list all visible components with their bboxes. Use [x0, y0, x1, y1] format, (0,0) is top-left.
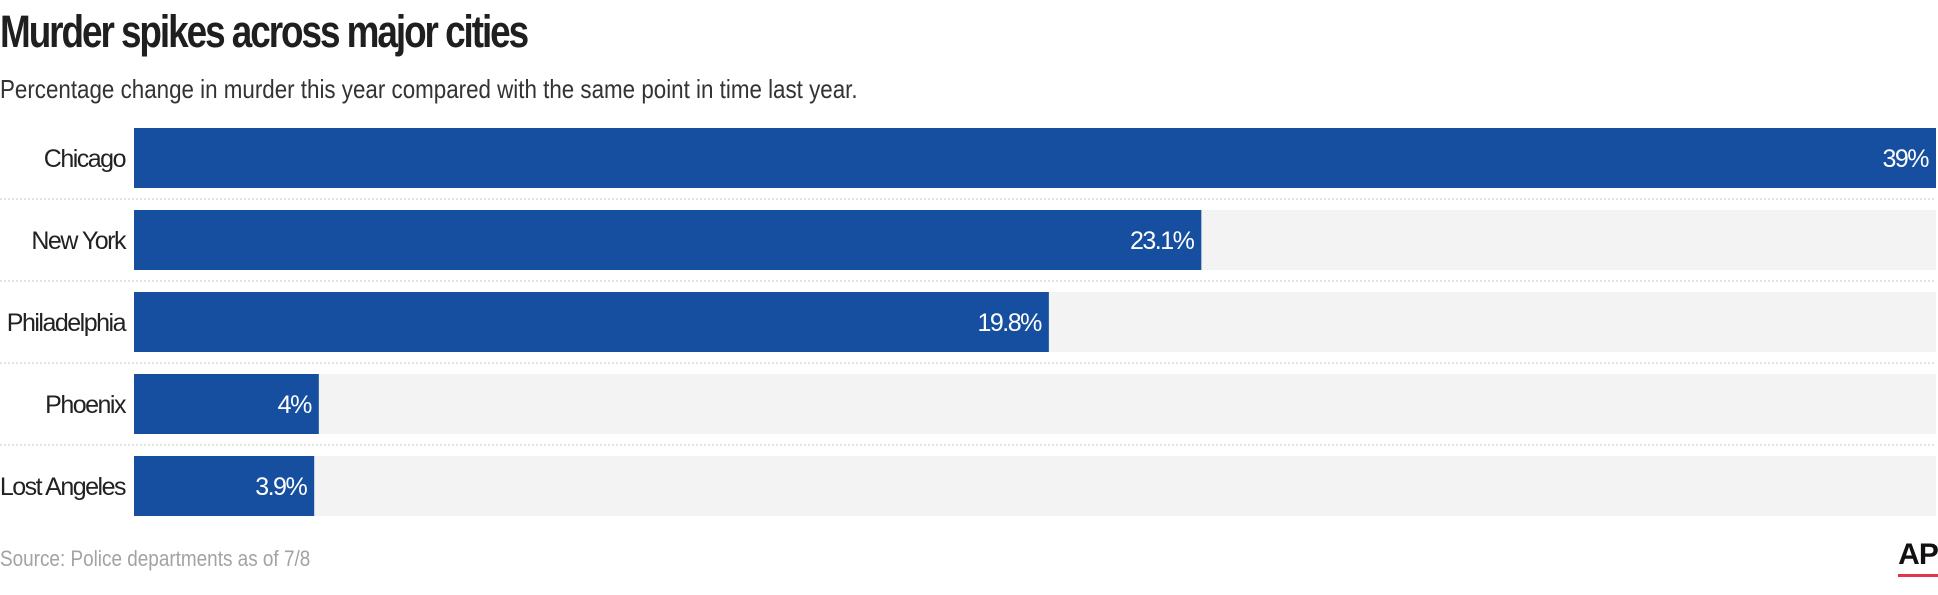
bar-track	[134, 374, 1936, 434]
source-note: Source: Police departments as of 7/8	[0, 546, 311, 571]
bar-chart: 39% Chicago 23.1% New York 19.8% Philadelphia…	[0, 128, 1936, 516]
category-label: Philadelphia	[7, 309, 127, 337]
bar	[134, 210, 1202, 270]
bar	[134, 292, 1049, 352]
category-label: New York	[31, 227, 127, 255]
data-label: 4%	[278, 391, 312, 419]
category-label: Chicago	[44, 145, 126, 173]
data-label: 23.1%	[1130, 227, 1195, 255]
ap-logo-underline	[1898, 574, 1938, 577]
bar	[134, 456, 315, 516]
data-label: 19.8%	[977, 309, 1042, 337]
data-label: 3.9%	[255, 473, 307, 501]
data-label: 39%	[1882, 145, 1929, 173]
chart-subtitle: Percentage change in murder this year co…	[0, 74, 858, 104]
bar-track	[134, 456, 1936, 516]
bar	[134, 374, 319, 434]
category-label: Phoenix	[45, 391, 127, 419]
ap-logo: AP	[1898, 538, 1938, 578]
ap-logo-text: AP	[1898, 538, 1938, 571]
chart-title: Murder spikes across major cities	[0, 6, 529, 57]
bar	[134, 128, 1936, 188]
category-label: Lost Angeles	[0, 473, 126, 501]
